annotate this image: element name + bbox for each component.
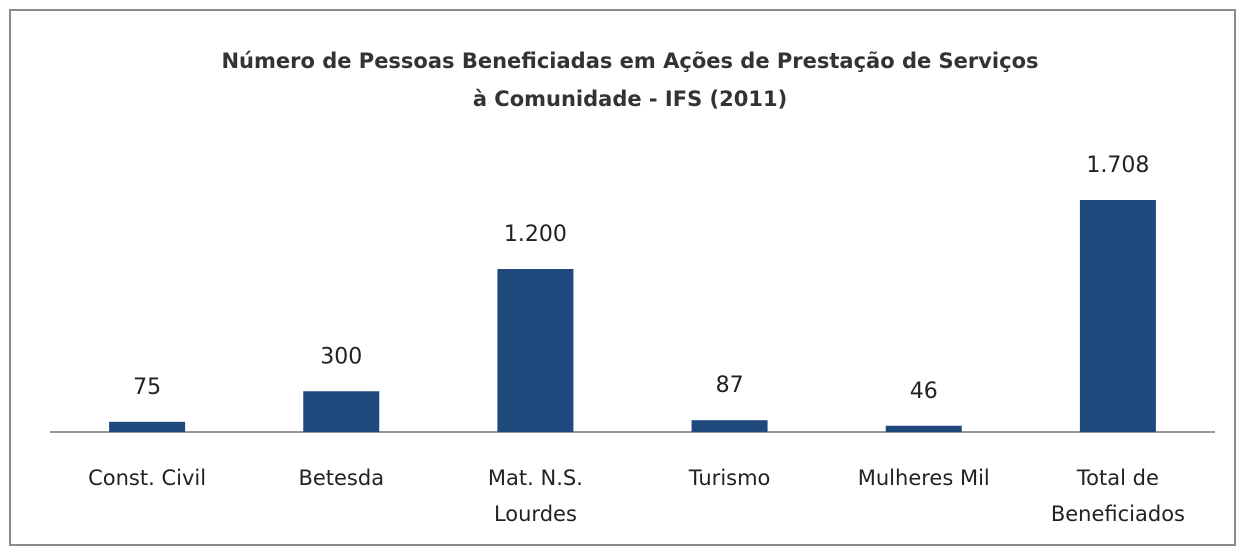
data-label: 87 bbox=[716, 373, 744, 398]
data-label: 46 bbox=[910, 379, 938, 404]
bar bbox=[303, 391, 380, 432]
bar bbox=[691, 420, 768, 432]
bar bbox=[885, 425, 962, 432]
data-label: 1.200 bbox=[504, 222, 567, 247]
data-label: 300 bbox=[320, 344, 362, 369]
x-tick-label: Betesda bbox=[298, 466, 384, 490]
x-tick-label: Total de Beneficiados bbox=[1051, 466, 1185, 526]
x-tick-label: Mat. N.S. Lourdes bbox=[488, 466, 583, 526]
x-tick-label: Mulheres Mil bbox=[858, 466, 990, 490]
data-label: 75 bbox=[133, 375, 161, 400]
chart-border bbox=[9, 9, 1236, 546]
bar bbox=[1079, 200, 1156, 432]
bar bbox=[109, 421, 186, 432]
data-label: 1.708 bbox=[1086, 153, 1149, 178]
bar bbox=[497, 269, 574, 432]
x-tick-label: Turismo bbox=[688, 466, 771, 490]
x-tick-label: Const. Civil bbox=[88, 466, 206, 490]
chart-title: Número de Pessoas Beneficiadas em Ações … bbox=[221, 49, 1038, 111]
